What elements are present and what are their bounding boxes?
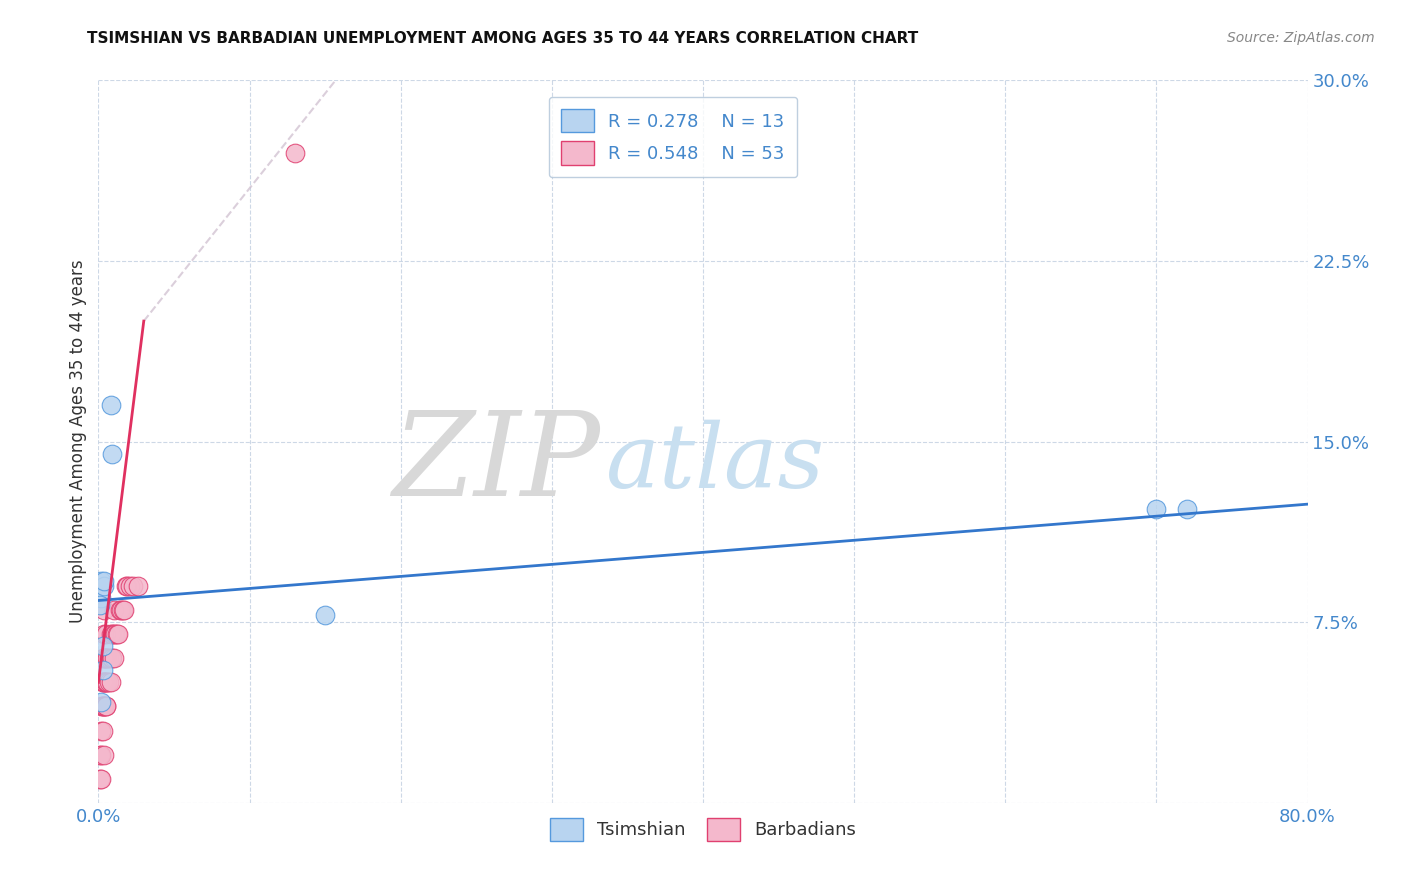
Point <box>90 747 112 762</box>
Point <box>93 574 115 589</box>
Point <box>96 675 118 690</box>
Legend: Tsimshian, Barbadians: Tsimshian, Barbadians <box>543 810 863 848</box>
Point <box>90 772 112 786</box>
Point <box>105 627 128 641</box>
Point <box>93 627 115 641</box>
Point <box>91 664 114 678</box>
Text: TSIMSHIAN VS BARBADIAN UNEMPLOYMENT AMONG AGES 35 TO 44 YEARS CORRELATION CHART: TSIMSHIAN VS BARBADIAN UNEMPLOYMENT AMON… <box>87 31 918 46</box>
Point <box>93 675 115 690</box>
Point <box>89 772 111 786</box>
Point <box>1175 502 1198 516</box>
Point <box>89 747 111 762</box>
Point <box>93 651 115 665</box>
Point <box>90 574 112 589</box>
Point <box>114 579 136 593</box>
Point <box>110 603 132 617</box>
Point <box>103 627 125 641</box>
Text: ZIP: ZIP <box>392 406 600 521</box>
Point <box>111 603 134 617</box>
Point <box>98 675 121 690</box>
Point <box>94 651 117 665</box>
Point <box>120 579 142 593</box>
Point <box>98 651 121 665</box>
Point <box>93 699 115 714</box>
Point <box>94 699 117 714</box>
Point <box>115 579 138 593</box>
Point <box>94 675 117 690</box>
Point <box>91 723 114 738</box>
Point <box>101 627 124 641</box>
Point <box>101 651 124 665</box>
Point <box>94 699 117 714</box>
Point <box>127 579 149 593</box>
Point <box>89 599 111 613</box>
Point <box>104 627 127 641</box>
Y-axis label: Unemployment Among Ages 35 to 44 years: Unemployment Among Ages 35 to 44 years <box>69 260 87 624</box>
Point <box>100 398 122 412</box>
Point <box>91 675 114 690</box>
Point <box>91 675 114 690</box>
Point <box>90 695 112 709</box>
Point <box>94 627 117 641</box>
Point <box>91 651 114 665</box>
Point <box>90 591 112 605</box>
Point <box>103 603 125 617</box>
Point <box>93 675 115 690</box>
Point <box>101 446 124 460</box>
Point <box>112 603 135 617</box>
Point <box>103 651 125 665</box>
Point <box>91 699 114 714</box>
Point <box>93 603 115 617</box>
Point <box>90 699 112 714</box>
Point <box>1144 502 1167 516</box>
Point <box>91 639 114 653</box>
Point <box>93 747 115 762</box>
Point <box>93 699 115 714</box>
Point <box>94 675 117 690</box>
Point <box>91 699 114 714</box>
Point <box>100 651 122 665</box>
Point <box>96 651 118 665</box>
Point <box>284 145 307 160</box>
Point <box>94 651 117 665</box>
Point <box>108 603 131 617</box>
Point <box>314 607 336 622</box>
Point <box>100 627 122 641</box>
Text: atlas: atlas <box>606 420 825 507</box>
Point <box>122 579 145 593</box>
Point <box>93 651 115 665</box>
Point <box>107 627 129 641</box>
Point <box>93 579 115 593</box>
Point <box>90 723 112 738</box>
Point <box>100 675 122 690</box>
Text: Source: ZipAtlas.com: Source: ZipAtlas.com <box>1227 31 1375 45</box>
